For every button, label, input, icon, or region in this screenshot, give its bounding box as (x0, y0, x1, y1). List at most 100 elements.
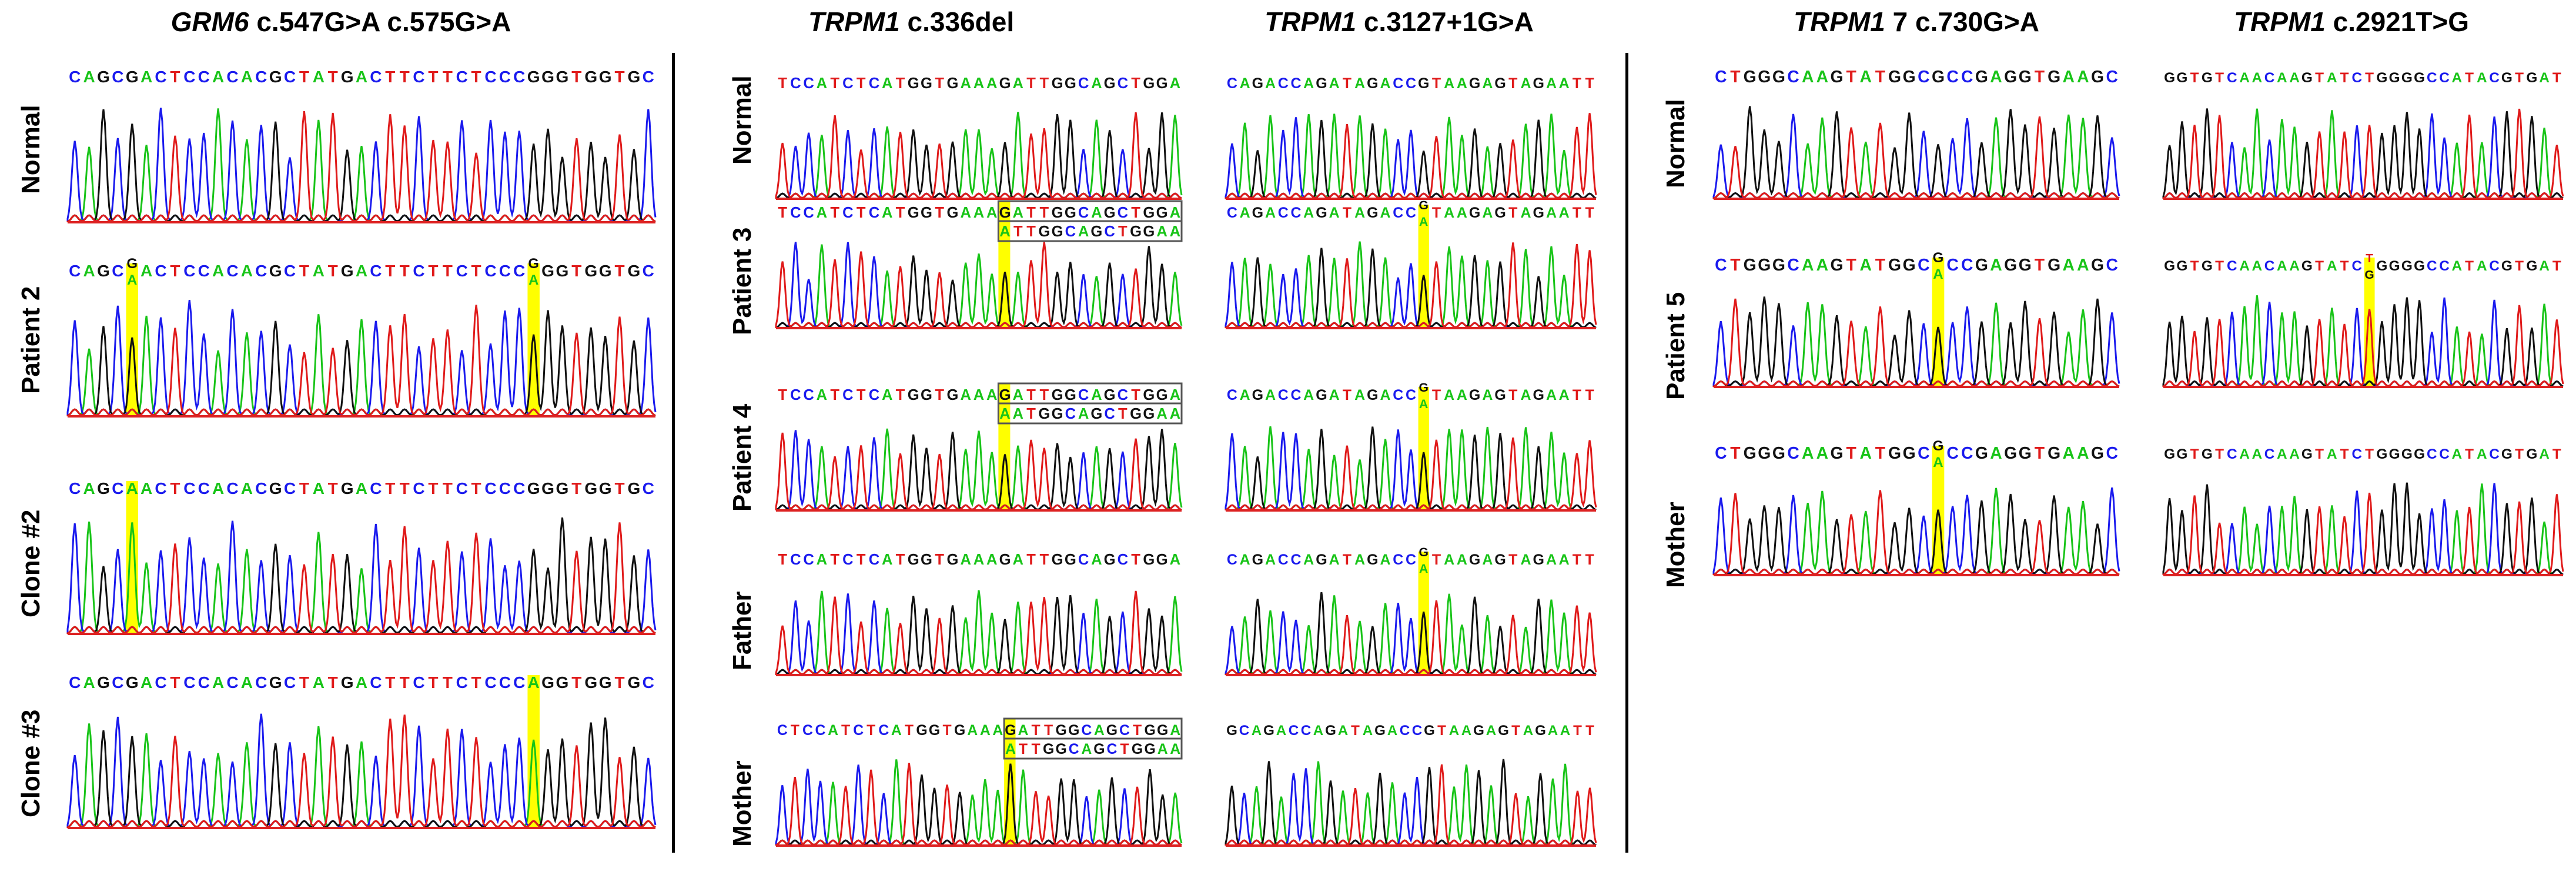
base-call: G (556, 262, 569, 280)
base-call: C (456, 479, 468, 497)
base-call: T (1039, 387, 1049, 403)
base-call-shifted: C (1069, 742, 1079, 757)
base-call: A (973, 552, 984, 568)
base-call: T (1432, 387, 1441, 403)
base-call: C (255, 262, 267, 280)
base-call: A (1380, 75, 1391, 92)
base-call-shifted: A (999, 406, 1010, 422)
base-call: T (1585, 205, 1594, 221)
base-call: C (413, 479, 424, 497)
base-call: C (284, 479, 296, 497)
base-call: A (1816, 68, 1828, 86)
base-call: A (1329, 75, 1340, 92)
base-call: C (69, 262, 81, 280)
base-call: C (513, 262, 525, 280)
base-call: A (1240, 552, 1250, 568)
base-call: A (528, 673, 540, 692)
base-call: C (1290, 205, 1301, 221)
base-call: G (556, 673, 569, 692)
base-call: T (2215, 258, 2224, 274)
trace-T (1712, 298, 2120, 388)
base-call: G (2389, 70, 2400, 86)
base-call: T (1875, 256, 1885, 275)
trace-G (1225, 759, 1597, 846)
base-call: A (2077, 256, 2089, 275)
base-call: G (1535, 723, 1546, 739)
base-call: A (2063, 256, 2075, 275)
base-call: A (1329, 205, 1340, 221)
base-call: G (527, 479, 540, 497)
base-call: C (1227, 75, 1237, 92)
base-call: G (1830, 68, 1843, 86)
base-call: G (999, 75, 1011, 92)
base-call: A (1520, 75, 1531, 92)
base-call: C (513, 479, 525, 497)
base-call: T (943, 723, 952, 739)
base-call: T (1508, 387, 1517, 403)
base-call: C (2264, 446, 2275, 462)
base-call: T (170, 673, 180, 692)
base-call: G (1157, 723, 1168, 739)
base-call: G (2501, 258, 2513, 274)
base-call: T (428, 673, 438, 692)
base-call: C (803, 75, 814, 92)
base-call: G (1252, 387, 1263, 403)
base-call: T (1432, 75, 1441, 92)
base-call: T (830, 387, 839, 403)
base-call: C (869, 205, 879, 221)
base-call: A (1091, 75, 1102, 92)
base-call: C (226, 479, 238, 497)
title-trpm1-c3127-gene: TRPM1 (1264, 6, 1357, 37)
trace-T (1712, 490, 2120, 576)
row-label-trpm1a-mother: Mother (728, 760, 757, 847)
trace-G (1712, 106, 2120, 199)
base-call: G (1143, 552, 1155, 568)
base-call: G (599, 262, 612, 280)
base-call: C (1078, 205, 1089, 221)
base-call: T (385, 479, 395, 497)
base-call: C (842, 552, 853, 568)
base-call: C (1393, 205, 1403, 221)
variant-highlight (126, 481, 138, 634)
base-call: T (1343, 75, 1351, 92)
base-call: C (2489, 446, 2500, 462)
base-call-shifted: C (1065, 406, 1076, 422)
base-call: T (1585, 552, 1594, 568)
base-call: A (1265, 387, 1276, 403)
base-call: A (2327, 258, 2337, 274)
chromatogram-trpm1-a-c1-r2: C A G A C C A G A T A G A C C GAT A A G A G T A G A A T T (1225, 381, 1597, 512)
base-call: T (1131, 205, 1140, 221)
base-call-shifted: G (1090, 406, 1102, 422)
base-call-shifted: A (1005, 742, 1016, 757)
base-call: T (2365, 446, 2374, 462)
base-call: A (973, 75, 984, 92)
base-call: G (628, 479, 641, 497)
base-call: T (1432, 552, 1441, 568)
base-call: G (527, 68, 540, 86)
base-call: A (1816, 256, 1828, 275)
base-call: G (628, 673, 641, 692)
trace-T (1712, 116, 2120, 199)
base-call: C (869, 75, 879, 92)
base-call: T (1585, 723, 1594, 739)
title-grm6: GRM6 c.547G>A c.575G>A (153, 6, 529, 38)
base-call-shifted: G (1090, 223, 1102, 240)
base-call: C (370, 68, 382, 86)
base-call: G (541, 479, 554, 497)
trace-C (1712, 487, 2120, 575)
base-call: T (1846, 444, 1856, 463)
base-call: C (1393, 552, 1403, 568)
base-call: G (1758, 256, 1771, 275)
base-call-stacked: G (1933, 438, 1944, 454)
base-call: C (2227, 446, 2237, 462)
base-call: A (1013, 75, 1023, 92)
base-call: G (908, 552, 919, 568)
base-call: C (112, 68, 123, 86)
base-call: T (1508, 205, 1517, 221)
base-call: T (400, 673, 410, 692)
base-call: A (83, 479, 95, 497)
base-call: C (1118, 552, 1128, 568)
base-call: A (1354, 205, 1365, 221)
base-call-stacked: T (2366, 252, 2373, 265)
